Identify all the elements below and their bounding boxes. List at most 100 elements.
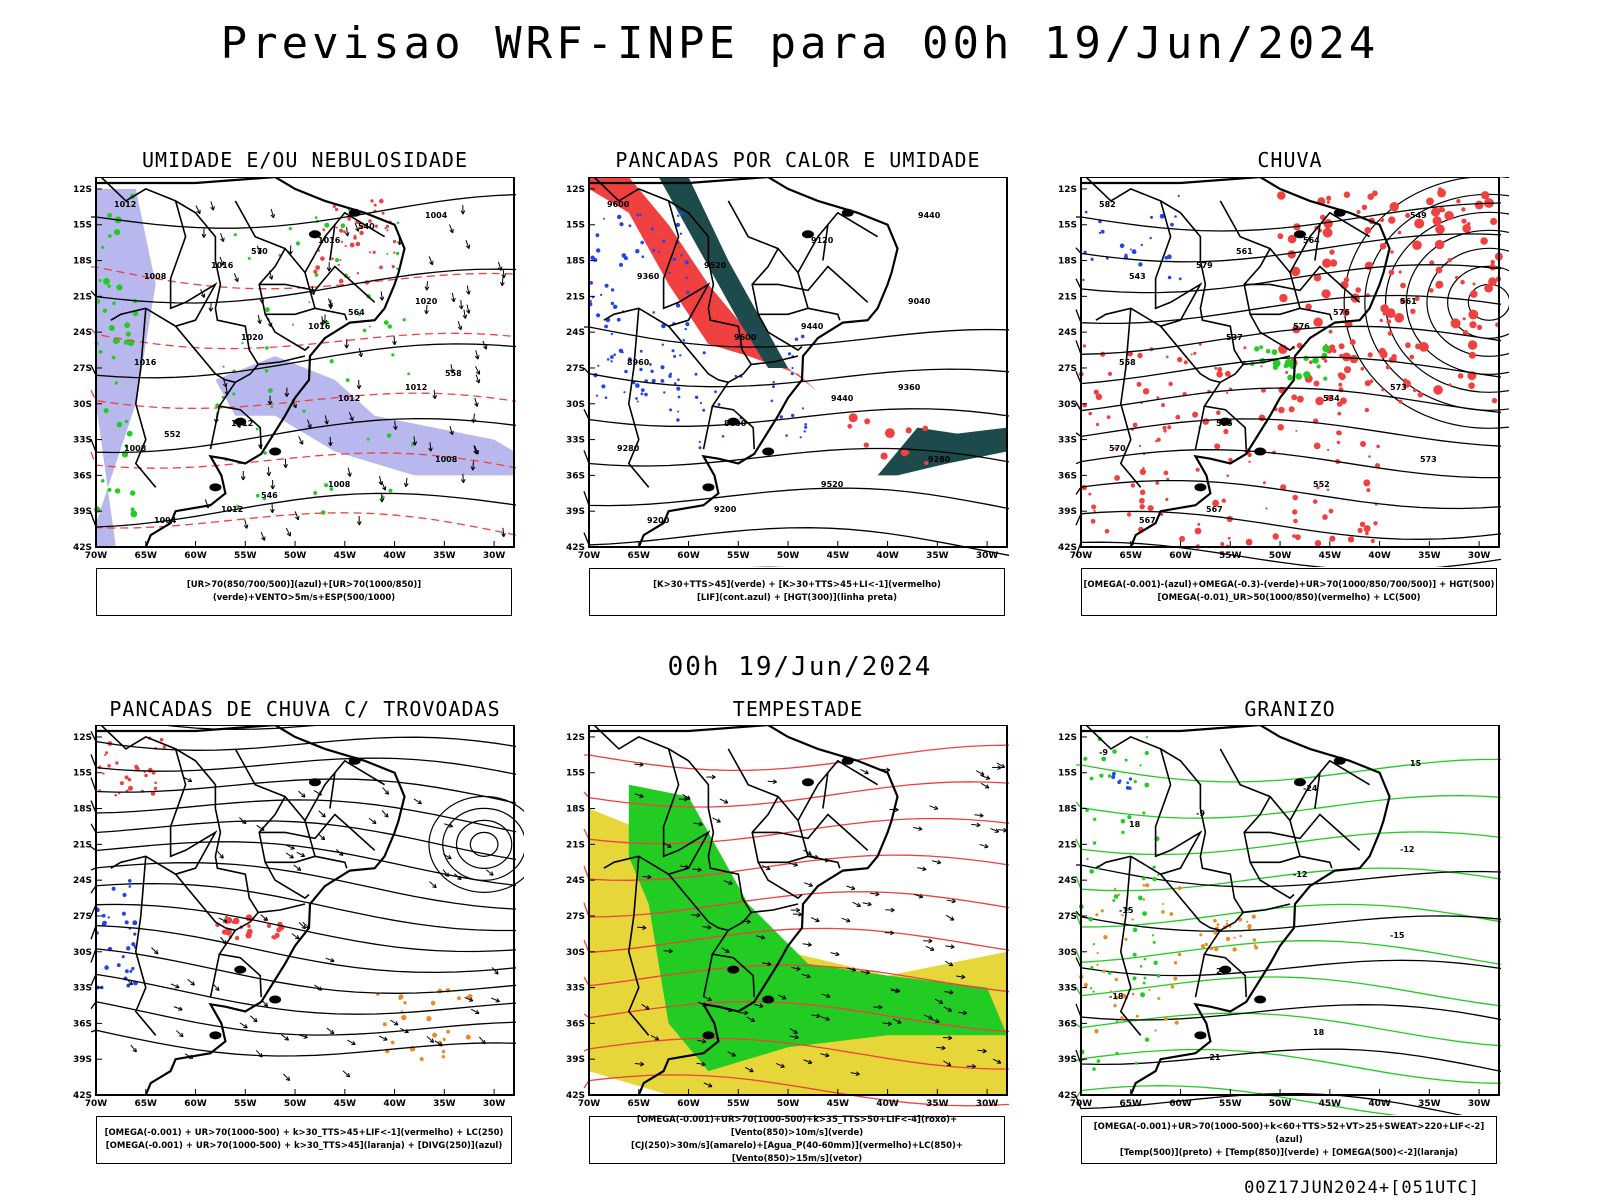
contour-label: 579 [1196,261,1213,270]
lat-tick-label: 27S [566,912,585,922]
lat-tick-label: 24S [1058,328,1077,338]
contour-label: 9040 [908,297,931,306]
lat-tick-label: 15S [73,769,92,779]
lon-tick-label: 60W [677,1099,700,1109]
red-cells-east [847,413,929,466]
contour-label: 9360 [898,383,921,392]
lon-tick-label: 45W [827,1099,850,1109]
lon-tick-label: 55W [234,551,257,561]
map-svg: 9600952094409360928092009120904089608800… [566,177,1010,567]
lon-tick-label: 45W [334,1099,357,1109]
moisture-shade-west [96,188,156,547]
legend-line: [Temp(500)](preto) + [Temp(850)](verde) … [1119,1147,1459,1158]
lat-tick-label: 12S [73,733,92,743]
map-svg: 5825795765735705675645615585555525495435… [1058,177,1509,567]
lat-tick-label: 33S [73,436,92,446]
lat-tick-label: 33S [566,984,585,994]
contour-label: 9440 [801,322,824,331]
contour-label: 8960 [627,358,650,367]
lon-tick-label: 55W [1219,551,1242,561]
lat-tick-label: 15S [566,769,585,779]
lon-tick-label: 70W [1070,1099,1093,1109]
hail-blue [1111,771,1133,790]
contour-label: 576 [1293,322,1310,331]
lat-tick-label: 39S [1058,1055,1077,1065]
lon-tick-label: 35W [926,551,949,561]
contour-label: 573 [1390,383,1407,392]
lat-tick-label: 15S [1058,769,1077,779]
lat-tick-label: 15S [566,221,585,231]
contour-label: 567 [1206,505,1223,514]
lon-tick-label: 40W [876,551,899,561]
lon-tick-label: 55W [727,1099,750,1109]
panel-title: UMIDADE E/OU NEBULOSIDADE [141,148,469,172]
contour-label: -15 [1390,931,1405,940]
lat-tick-label: 39S [566,507,585,517]
legend-line: [UR>70(850/700/500)](azul)+[UR>70(1000/8… [186,580,422,603]
thunder-red-south [215,914,285,941]
lat-tick-label: 36S [1058,471,1077,481]
lon-tick-label: 65W [1120,1099,1143,1109]
lon-tick-label: 50W [284,551,307,561]
lat-tick-label: 24S [566,876,585,886]
contour-label: 534 [1323,394,1340,403]
lon-tick-label: 30W [976,551,999,561]
contour-label: 9520 [704,261,727,270]
lon-tick-label: 35W [1418,551,1441,561]
water-vapor-red-lines [583,744,1010,1107]
lon-tick-label: 50W [777,551,800,561]
lat-tick-label: 27S [566,364,585,374]
legend-line: [K>30+TTS>45](verde) + [K>30+TTS>45+LI<-… [653,580,941,590]
lat-tick-label: 36S [73,471,92,481]
lat-tick-label: 21S [73,292,92,302]
contour-label: 1016 [318,236,341,245]
lon-tick-label: 50W [1269,551,1292,561]
lat-tick-label: 24S [566,328,585,338]
lon-tick-label: 35W [433,551,456,561]
lat-tick-label: 24S [73,328,92,338]
lon-tick-label: 35W [433,1099,456,1109]
contour-label: 576 [1333,308,1350,317]
lon-tick-label: 45W [827,551,850,561]
lon-tick-label: 50W [284,1099,307,1109]
lon-tick-label: 70W [578,1099,601,1109]
forecast-map-panel: 5825795765735705675645615585555525495435… [1058,177,1509,567]
lat-tick-label: 30S [73,400,92,410]
omega-orange-south [1199,914,1259,952]
contour-label: 18 [1129,820,1141,829]
streamlines-250 [90,725,517,1057]
contour-label: 9600 [734,333,757,342]
lat-tick-label: 15S [1058,221,1077,231]
lat-tick-label: 33S [566,436,585,446]
lat-tick-label: 39S [73,507,92,517]
lon-tick-label: 35W [1418,1099,1441,1109]
lat-tick-label: 12S [566,185,585,195]
contour-label: 561 [1400,297,1417,306]
contour-label: 573 [1420,455,1437,464]
legend-line: [OMEGA(-0.001) + UR>70(1000-500) + k>30_… [105,1141,503,1151]
lat-tick-label: 42S [73,543,92,553]
lon-tick-label: 45W [334,551,357,561]
lat-tick-label: 24S [73,876,92,886]
forecast-map-panel: 12S 15S 18S 21S 24S 27S 30S 33S 36S 39S 42S 70W 65W 6… [73,725,524,1109]
contour-label: 543 [1129,272,1146,281]
contour-label: 549 [1410,211,1427,220]
red-thickness-points [313,198,397,285]
lat-tick-label: 21S [1058,292,1077,302]
contour-label: 1016 [308,322,331,331]
contour-label: 9600 [607,200,630,209]
lon-tick-label: 40W [1368,1099,1391,1109]
lon-tick-label: 70W [85,551,108,561]
lat-tick-label: 36S [73,1019,92,1029]
legend-line: [OMEGA(-0.01)_UR>50(1000/850)(vermelho) … [1157,593,1421,603]
lat-tick-label: 12S [1058,733,1077,743]
contour-label: 1012 [114,200,136,209]
temp500-black-lines [1075,864,1502,1115]
lon-tick-label: 55W [1219,1099,1242,1109]
contour-label: 1020 [241,333,264,342]
thunder-orange [376,988,473,1062]
lat-tick-label: 21S [1058,840,1077,850]
lat-tick-label: 12S [566,733,585,743]
contour-label: -18 [1109,992,1124,1001]
contour-label: 570 [1109,444,1126,453]
